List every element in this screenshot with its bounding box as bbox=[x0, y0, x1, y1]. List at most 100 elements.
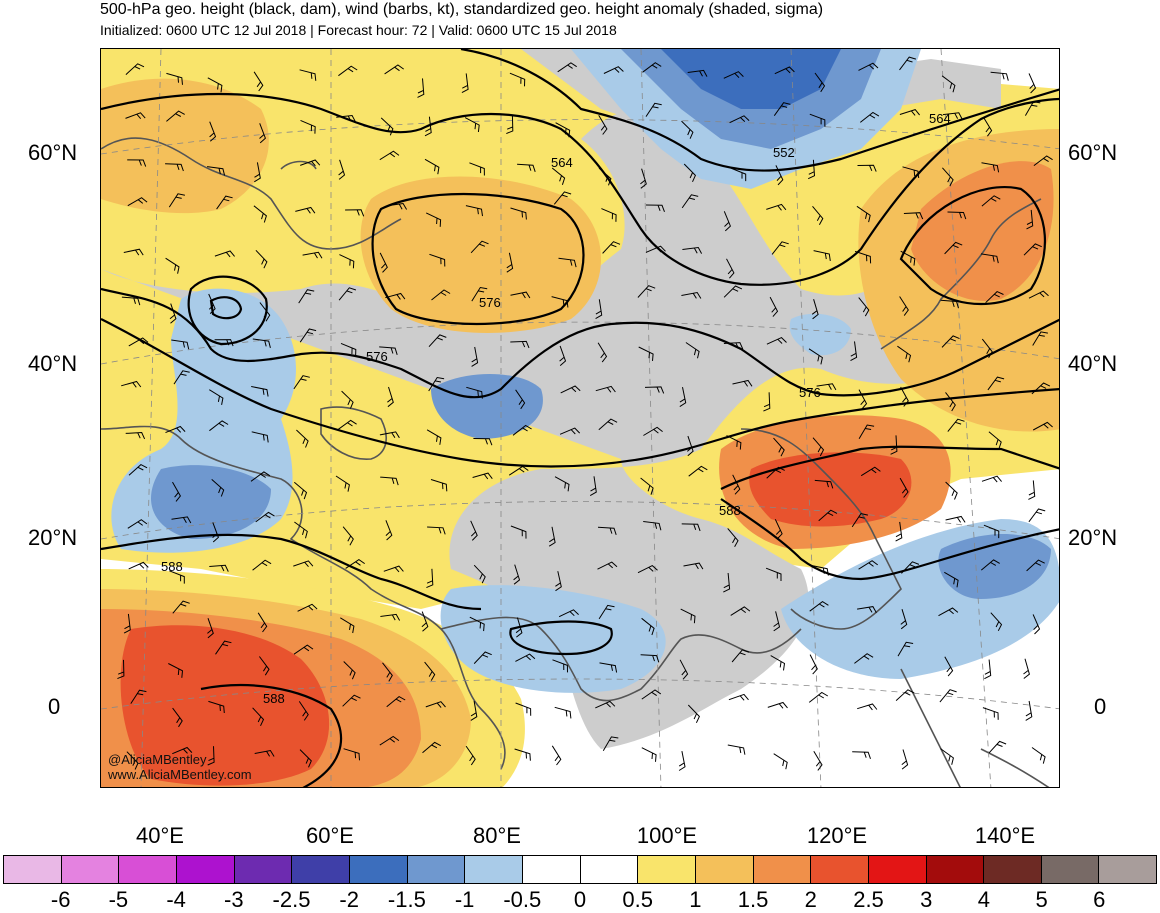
colorbar-swatch bbox=[811, 856, 869, 883]
wind-barb bbox=[426, 568, 434, 589]
colorbar-swatch bbox=[638, 856, 696, 883]
wind-barb bbox=[982, 707, 999, 720]
wind-barb bbox=[421, 611, 429, 632]
lat-label-right: 20°N bbox=[1068, 525, 1118, 550]
wind-barb bbox=[899, 56, 917, 71]
wind-barb bbox=[1023, 243, 1042, 256]
wind-barb bbox=[726, 435, 742, 450]
contour-label: 588 bbox=[161, 559, 183, 574]
wind-barb bbox=[379, 431, 400, 439]
wind-barb bbox=[812, 205, 824, 225]
wind-barb bbox=[683, 163, 696, 183]
colorbar-swatch bbox=[465, 856, 523, 883]
wind-barb bbox=[338, 159, 346, 180]
anomaly-blue-mongolia bbox=[789, 313, 851, 356]
colorbar-tick-label: 0 bbox=[573, 887, 587, 912]
wind-barb bbox=[130, 689, 147, 704]
wind-barb bbox=[172, 481, 182, 502]
wind-barb bbox=[728, 693, 749, 701]
wind-barb bbox=[1026, 559, 1045, 572]
contour-576-west-inner bbox=[209, 296, 243, 320]
contour-label: 576 bbox=[479, 295, 501, 310]
wind-barb bbox=[417, 78, 425, 98]
wind-barb bbox=[980, 559, 1000, 571]
colorbar-tick-label: 1.5 bbox=[737, 887, 769, 912]
wind-barb bbox=[681, 120, 694, 139]
wind-barb bbox=[173, 370, 190, 385]
wind-barb bbox=[683, 562, 704, 570]
wind-barb bbox=[253, 71, 264, 92]
wind-barb bbox=[723, 211, 731, 232]
colorbar-swatch bbox=[292, 856, 350, 883]
wind-barb bbox=[553, 191, 572, 205]
wind-barb bbox=[379, 735, 400, 746]
wind-barb bbox=[215, 640, 232, 655]
contour-576-lower bbox=[101, 318, 1059, 468]
wind-barb bbox=[336, 114, 356, 122]
colorbar-tick-label: -5 bbox=[108, 887, 129, 912]
lat-label-right: 60°N bbox=[1068, 140, 1118, 165]
wind-barb bbox=[466, 386, 483, 399]
chart-subtitle: Initialized: 0600 UTC 12 Jul 2018 | Fore… bbox=[100, 22, 617, 38]
colorbar-tick-label: 6 bbox=[1093, 887, 1106, 912]
contour-label: 588 bbox=[719, 503, 741, 518]
wind-barb bbox=[295, 206, 316, 214]
wind-barb bbox=[809, 654, 818, 675]
colorbar-tick-label: 5 bbox=[1035, 887, 1048, 912]
wind-barb bbox=[597, 342, 608, 363]
wind-barb bbox=[901, 749, 909, 770]
wind-barb bbox=[766, 337, 787, 345]
map-canvas: 564 564 552 576 576 576 588 588 588 bbox=[101, 49, 1059, 787]
wind-barb bbox=[1031, 747, 1046, 764]
wind-barb bbox=[941, 335, 960, 348]
colorbar-swatch bbox=[984, 856, 1042, 883]
wind-barb bbox=[773, 611, 781, 632]
wind-barb bbox=[766, 203, 787, 211]
wind-barb bbox=[679, 387, 687, 408]
lat-label-right: 40°N bbox=[1068, 351, 1118, 376]
wind-barb bbox=[858, 62, 879, 71]
contour-label: 576 bbox=[366, 349, 388, 364]
contour-label: 588 bbox=[263, 691, 285, 706]
colorbar-tick-label: 2 bbox=[804, 887, 817, 912]
wind-barb bbox=[1031, 382, 1051, 395]
wind-barb bbox=[681, 291, 702, 299]
wind-barb bbox=[430, 479, 448, 492]
wind-barb bbox=[255, 511, 275, 523]
wind-barb bbox=[729, 115, 750, 124]
wind-barb bbox=[688, 465, 708, 477]
wind-barb bbox=[465, 205, 483, 217]
colorbar-swatch bbox=[119, 856, 177, 883]
wind-barb bbox=[380, 117, 394, 136]
wind-barb bbox=[858, 424, 875, 440]
wind-barb bbox=[902, 166, 920, 179]
wind-barb bbox=[857, 703, 878, 711]
wind-barb bbox=[682, 246, 703, 254]
wind-barb bbox=[515, 617, 523, 638]
wind-barb bbox=[127, 159, 147, 167]
wind-barb bbox=[899, 477, 909, 498]
wind-barb bbox=[1032, 421, 1053, 431]
wind-barb bbox=[510, 207, 527, 220]
wind-barb bbox=[422, 741, 442, 754]
wind-barb bbox=[380, 476, 399, 486]
wind-barb bbox=[773, 753, 788, 770]
wind-barb bbox=[857, 606, 877, 613]
wind-barb bbox=[387, 202, 408, 210]
wind-barb bbox=[645, 245, 666, 253]
anomaly-gray-central bbox=[101, 109, 1001, 749]
wind-barb bbox=[252, 338, 271, 349]
wind-barb bbox=[727, 744, 746, 755]
wind-barb bbox=[730, 606, 751, 616]
wind-barb bbox=[337, 419, 357, 431]
wind-barb bbox=[424, 116, 432, 137]
colorbar-swatch bbox=[522, 856, 581, 883]
wind-barb bbox=[251, 386, 269, 397]
wind-barb bbox=[427, 526, 446, 535]
wind-barb bbox=[559, 345, 567, 366]
wind-barb bbox=[641, 747, 657, 762]
wind-barb bbox=[128, 463, 148, 476]
wind-barb bbox=[302, 251, 323, 259]
colorbar-swatch bbox=[176, 856, 235, 883]
wind-barb bbox=[602, 736, 619, 751]
